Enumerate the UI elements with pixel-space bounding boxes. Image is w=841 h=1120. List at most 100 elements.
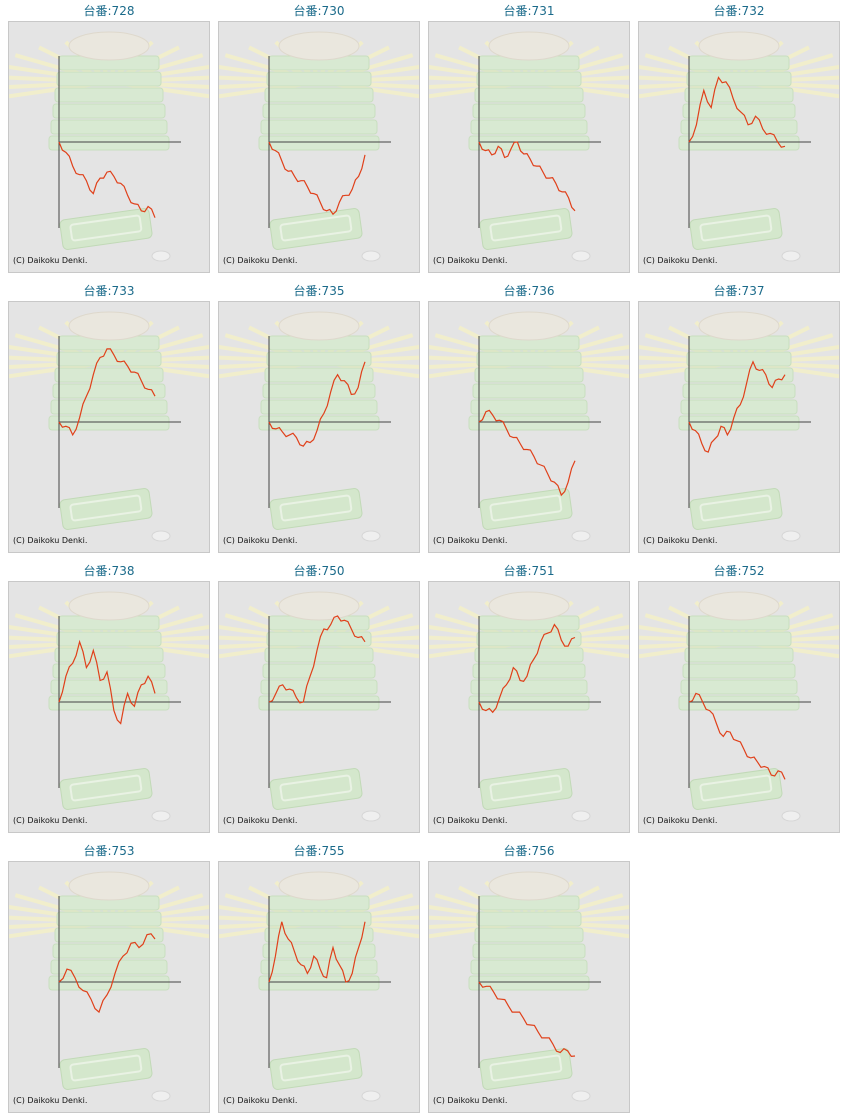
chart-cell: 台番:755 (C) Daikoku Denki. <box>214 840 424 1120</box>
decorative-background <box>219 591 419 822</box>
series-line <box>478 141 576 212</box>
series-line <box>478 981 576 1058</box>
decorative-background <box>639 591 839 822</box>
decorative-background <box>219 871 419 1102</box>
decorative-background <box>639 31 839 262</box>
chart-title[interactable]: 台番:735 <box>293 284 345 298</box>
copyright-text: (C) Daikoku Denki. <box>223 816 298 825</box>
series-line <box>268 921 366 983</box>
chart-title[interactable]: 台番:752 <box>713 564 765 578</box>
series-line <box>268 361 366 447</box>
chart-frame: (C) Daikoku Denki. <box>8 861 210 1113</box>
decorative-background <box>429 871 629 1102</box>
copyright-text: (C) Daikoku Denki. <box>223 256 298 265</box>
copyright-text: (C) Daikoku Denki. <box>433 256 508 265</box>
chart-title[interactable]: 台番:730 <box>293 4 345 18</box>
chart-frame: (C) Daikoku Denki. <box>428 581 630 833</box>
line-chart <box>9 591 209 822</box>
chart-frame: (C) Daikoku Denki. <box>428 861 630 1113</box>
chart-title[interactable]: 台番:753 <box>83 844 135 858</box>
series-line <box>58 348 156 437</box>
decorative-background <box>219 311 419 542</box>
chart-cell: 台番:732 (C) Daikoku Denki. <box>634 0 841 280</box>
chart-frame: (C) Daikoku Denki. <box>218 21 420 273</box>
chart-frame: (C) Daikoku Denki. <box>638 581 840 833</box>
chart-cell: 台番:752 (C) Daikoku Denki. <box>634 560 841 840</box>
copyright-text: (C) Daikoku Denki. <box>433 1096 508 1105</box>
chart-cell: 台番:738 (C) Daikoku Denki. <box>4 560 214 840</box>
series-line <box>268 141 366 216</box>
decorative-background <box>219 31 419 262</box>
chart-frame: (C) Daikoku Denki. <box>638 301 840 553</box>
chart-cell: 台番:731 (C) Daikoku Denki. <box>424 0 634 280</box>
copyright-text: (C) Daikoku Denki. <box>643 256 718 265</box>
chart-cell: 台番:737 (C) Daikoku Denki. <box>634 280 841 560</box>
chart-title[interactable]: 台番:737 <box>713 284 765 298</box>
chart-cell: 台番:735 (C) Daikoku Denki. <box>214 280 424 560</box>
copyright-text: (C) Daikoku Denki. <box>13 1096 88 1105</box>
line-chart <box>219 31 419 262</box>
chart-title[interactable]: 台番:751 <box>503 564 555 578</box>
chart-frame: (C) Daikoku Denki. <box>218 581 420 833</box>
decorative-background <box>429 311 629 542</box>
line-chart <box>9 871 209 1102</box>
copyright-text: (C) Daikoku Denki. <box>643 536 718 545</box>
line-chart <box>429 31 629 262</box>
line-chart <box>219 591 419 822</box>
chart-cell: 台番:736 (C) Daikoku Denki. <box>424 280 634 560</box>
copyright-text: (C) Daikoku Denki. <box>13 536 88 545</box>
chart-title[interactable]: 台番:756 <box>503 844 555 858</box>
line-chart <box>429 871 629 1102</box>
chart-frame: (C) Daikoku Denki. <box>218 861 420 1113</box>
line-chart <box>639 31 839 262</box>
line-chart <box>429 591 629 822</box>
line-chart <box>639 311 839 542</box>
line-chart <box>639 591 839 822</box>
chart-frame: (C) Daikoku Denki. <box>218 301 420 553</box>
chart-title[interactable]: 台番:750 <box>293 564 345 578</box>
chart-cell: 台番:733 (C) Daikoku Denki. <box>4 280 214 560</box>
chart-cell: 台番:750 (C) Daikoku Denki. <box>214 560 424 840</box>
chart-title[interactable]: 台番:731 <box>503 4 555 18</box>
chart-cell: 台番:751 (C) Daikoku Denki. <box>424 560 634 840</box>
line-chart <box>219 311 419 542</box>
chart-frame: (C) Daikoku Denki. <box>638 21 840 273</box>
chart-frame: (C) Daikoku Denki. <box>428 301 630 553</box>
chart-cell: 台番:728 (C) Daikoku Denki. <box>4 0 214 280</box>
series-line <box>478 409 576 497</box>
chart-title[interactable]: 台番:736 <box>503 284 555 298</box>
chart-title[interactable]: 台番:728 <box>83 4 135 18</box>
decorative-background <box>9 871 209 1102</box>
series-line <box>688 692 786 780</box>
chart-frame: (C) Daikoku Denki. <box>428 21 630 273</box>
decorative-background <box>9 311 209 542</box>
chart-cell: 台番:753 (C) Daikoku Denki. <box>4 840 214 1120</box>
chart-title[interactable]: 台番:732 <box>713 4 765 18</box>
decorative-background <box>429 591 629 822</box>
copyright-text: (C) Daikoku Denki. <box>13 256 88 265</box>
chart-cell: 台番:756 (C) Daikoku Denki. <box>424 840 634 1120</box>
copyright-text: (C) Daikoku Denki. <box>223 1096 298 1105</box>
chart-title[interactable]: 台番:733 <box>83 284 135 298</box>
series-line <box>58 933 156 1014</box>
copyright-text: (C) Daikoku Denki. <box>433 536 508 545</box>
series-line <box>688 76 786 148</box>
series-line <box>268 615 366 704</box>
chart-title[interactable]: 台番:755 <box>293 844 345 858</box>
decorative-background <box>9 31 209 262</box>
chart-title[interactable]: 台番:738 <box>83 564 135 578</box>
decorative-background <box>639 311 839 542</box>
chart-cell: 台番:730 (C) Daikoku Denki. <box>214 0 424 280</box>
copyright-text: (C) Daikoku Denki. <box>13 816 88 825</box>
series-line <box>478 623 576 714</box>
series-line <box>688 360 786 453</box>
copyright-text: (C) Daikoku Denki. <box>433 816 508 825</box>
chart-frame: (C) Daikoku Denki. <box>8 301 210 553</box>
decorative-background <box>429 31 629 262</box>
line-chart <box>9 311 209 542</box>
copyright-text: (C) Daikoku Denki. <box>643 816 718 825</box>
decorative-background <box>9 591 209 822</box>
line-chart <box>9 31 209 262</box>
line-chart <box>429 311 629 542</box>
